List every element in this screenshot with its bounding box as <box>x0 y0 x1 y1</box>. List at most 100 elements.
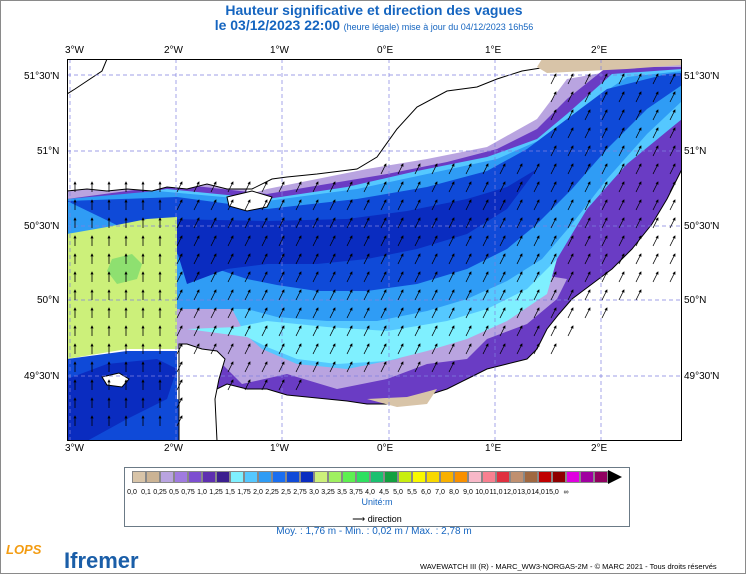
direction-arrow <box>601 145 608 157</box>
sea-band-darkest <box>167 169 537 284</box>
direction-arrow <box>635 253 642 265</box>
direction-arrow <box>567 127 574 139</box>
direction-arrow <box>482 271 489 283</box>
direction-arrow <box>482 235 489 247</box>
direction-arrow <box>448 181 455 193</box>
direction-arrow <box>533 217 540 229</box>
direction-arrow <box>499 199 506 211</box>
direction-arrow <box>244 361 251 373</box>
lat-label-left: 51°30'N <box>24 71 60 82</box>
sea-band-cyan <box>187 259 557 364</box>
direction-arrow <box>618 199 625 211</box>
direction-arrow <box>601 253 608 265</box>
direction-arrow <box>346 325 353 337</box>
colorbar-swatch <box>552 471 566 483</box>
direction-arrow <box>601 73 608 85</box>
direction-arrow <box>380 163 387 175</box>
direction-arrow <box>397 199 404 211</box>
direction-arrow <box>431 253 438 265</box>
direction-arrow <box>652 73 659 85</box>
direction-arrow <box>584 217 591 229</box>
direction-arrow <box>533 343 540 355</box>
direction-arrow <box>329 361 336 373</box>
colorbar-tick-label: ∞ <box>563 489 569 496</box>
colorbar-tick-label: 0,0 <box>127 489 137 496</box>
direction-arrow <box>669 235 676 247</box>
direction-arrow <box>261 343 268 355</box>
coast-sand-england-east <box>537 59 682 73</box>
direction-arrow <box>346 199 353 211</box>
direction-arrow <box>431 271 438 283</box>
direction-arrows <box>73 73 676 427</box>
direction-arrow <box>550 163 557 175</box>
direction-arrow <box>482 181 489 193</box>
colorbar-tick-label: 1,75 <box>237 489 251 496</box>
direction-arrow <box>414 325 421 337</box>
direction-arrow <box>329 343 336 355</box>
direction-arrow <box>669 73 676 85</box>
colorbar-swatch <box>524 471 538 483</box>
direction-arrow <box>533 253 540 265</box>
direction-arrow <box>533 325 540 337</box>
direction-arrow <box>346 217 353 229</box>
direction-arrow <box>176 325 183 337</box>
direction-arrow <box>635 127 642 139</box>
direction-arrow <box>431 307 438 319</box>
colorbar-tick-label: 2,5 <box>281 489 291 496</box>
colorbar-tick-label: 1,25 <box>209 489 223 496</box>
direction-arrow <box>669 181 676 193</box>
direction-arrow <box>363 199 370 211</box>
direction-arrow <box>652 145 659 157</box>
direction-arrow <box>465 343 472 355</box>
direction-arrow <box>465 307 472 319</box>
direction-arrow <box>329 307 336 319</box>
direction-label: direction <box>367 514 402 524</box>
colorbar-swatch <box>538 471 552 483</box>
direction-arrow <box>550 145 557 157</box>
direction-arrow <box>533 181 540 193</box>
direction-arrow <box>618 271 625 283</box>
colorbar-swatch <box>482 471 496 483</box>
direction-arrow <box>261 379 268 391</box>
direction-arrow <box>482 289 489 301</box>
direction-arrow <box>635 163 642 175</box>
direction-arrow <box>550 199 557 211</box>
direction-arrow <box>465 235 472 247</box>
direction-arrow <box>380 271 387 283</box>
direction-arrow <box>363 253 370 265</box>
statistics: Moy. : 1,76 m - Min. : 0,02 m / Max. : 2… <box>276 526 472 537</box>
lon-label-top: 2°E <box>591 45 608 56</box>
direction-arrow <box>618 109 625 121</box>
direction-arrow <box>431 199 438 211</box>
colorbar-tick-label: 0,5 <box>169 489 179 496</box>
direction-arrow <box>278 271 285 283</box>
direction-arrow <box>635 289 642 301</box>
direction-arrow <box>414 199 421 211</box>
direction-arrow <box>618 289 625 301</box>
direction-arrow <box>499 163 506 175</box>
direction-arrow <box>567 253 574 265</box>
direction-arrow <box>584 163 591 175</box>
direction-arrow <box>550 73 557 85</box>
direction-arrow <box>363 235 370 247</box>
colorbar-tick-label: 3,5 <box>337 489 347 496</box>
direction-arrow <box>397 307 404 319</box>
wave-height-map[interactable] <box>67 59 682 441</box>
direction-arrow <box>414 271 421 283</box>
direction-arrow <box>618 181 625 193</box>
direction-arrow <box>584 199 591 211</box>
direction-arrow <box>312 325 319 337</box>
direction-arrow <box>499 181 506 193</box>
colorbar-tick-label: 2,25 <box>265 489 279 496</box>
direction-arrow <box>618 163 625 175</box>
lat-label-right: 50°30'N <box>684 221 720 232</box>
direction-arrow <box>499 307 506 319</box>
direction-arrow <box>295 271 302 283</box>
direction-arrow <box>482 253 489 265</box>
land-cotentin <box>178 343 226 441</box>
direction-arrow <box>278 379 285 391</box>
direction-arrow <box>193 235 200 247</box>
direction-arrow <box>363 217 370 229</box>
colorbar-swatch <box>328 471 342 483</box>
lon-label-top: 2°W <box>164 45 183 56</box>
